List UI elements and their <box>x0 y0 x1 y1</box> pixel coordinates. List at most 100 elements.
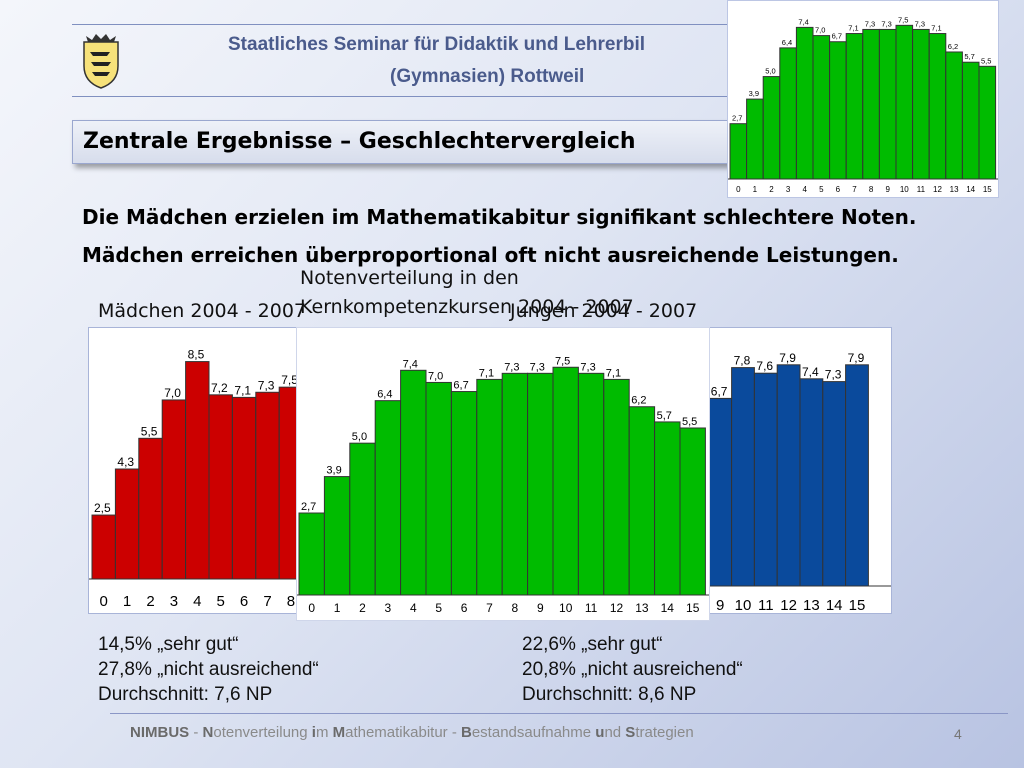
girls-value-label: 5,5 <box>141 424 158 438</box>
boys-tick-label: 9 <box>716 597 724 613</box>
boys-value-label: 6,7 <box>711 384 728 398</box>
footer-segment: u <box>595 724 605 741</box>
girls-tick-label: 4 <box>193 593 201 610</box>
boys-value-label: 7,9 <box>848 351 865 365</box>
footer-segment: B <box>461 724 472 741</box>
boys-tick-label: 10 <box>735 597 752 613</box>
footer-segment: M <box>332 724 346 741</box>
all-large-tick-label: 5 <box>435 601 442 615</box>
boys-bar-9 <box>708 397 733 587</box>
girls-stats: 14,5% „sehr gut“ 27,8% „nicht ausreichen… <box>98 632 319 707</box>
girls-bar-7 <box>255 391 280 580</box>
girls-value-label: 2,5 <box>94 501 111 515</box>
all-small-bar-11 <box>912 28 930 180</box>
all-small-bar-15 <box>978 65 997 180</box>
boys-bar-13 <box>799 378 824 587</box>
all-large-value-label: 2,7 <box>301 501 316 513</box>
boys-bar-15 <box>845 364 869 587</box>
all-large-value-label: 6,7 <box>453 380 468 392</box>
all-small-bar-2 <box>762 76 781 180</box>
girls-value-label: 7,1 <box>234 383 251 397</box>
all-small-value-label: 7,4 <box>798 17 808 26</box>
boys-stats: 22,6% „sehr gut“ 20,8% „nicht ausreichen… <box>522 632 743 707</box>
all-small-bar-10 <box>895 24 914 180</box>
all-large-bar-9 <box>527 372 554 596</box>
boys-tick-label: 12 <box>780 597 797 613</box>
girls-chart-panel: 2,5 0 4,3 1 5,5 2 7,0 3 8,5 4 7,2 5 7,1 6 7,3 7 7,5 8 <box>88 327 300 614</box>
all-small-value-label: 6,4 <box>782 38 792 47</box>
footer-segment: i <box>311 724 316 741</box>
all-large-value-label: 7,1 <box>606 367 621 379</box>
girls-stat-average: Durchschnitt: 7,6 NP <box>98 684 273 705</box>
all-large-tick-label: 3 <box>385 601 392 615</box>
all-large-bar-1 <box>323 476 351 596</box>
all-small-tick-label: 6 <box>836 185 841 194</box>
all-large-bar-3 <box>374 400 402 596</box>
overlay-chart-title-line2: Kernkompetenzkursen 2004 - 2007 <box>300 296 634 318</box>
footer-segment: estandsaufnahme <box>471 724 596 741</box>
all-small-tick-label: 9 <box>885 185 890 194</box>
girls-tick-label: 2 <box>146 593 154 610</box>
all-large-tick-label: 11 <box>585 601 598 615</box>
boys-value-label: 7,3 <box>825 368 842 382</box>
all-large-value-label: 5,7 <box>657 410 672 422</box>
all-large-value-label: 7,3 <box>504 361 519 373</box>
all-small-value-label: 6,7 <box>832 32 842 41</box>
header-title: Staatliches Seminar für Didaktik und Leh… <box>228 34 646 55</box>
footer-segment: athematikabitur - <box>345 724 461 741</box>
header-subtitle: (Gymnasien) Rottweil <box>390 66 585 87</box>
overall-chart-thumbnail-panel: 2,7 0 3,9 1 5,0 2 6,4 3 7,4 4 7,0 5 6,7 6 7,1 7 7,3 8 7,3 9… <box>727 0 999 198</box>
girls-tick-label: 6 <box>240 593 248 610</box>
all-large-tick-label: 7 <box>486 601 493 615</box>
girls-value-label: 8,5 <box>188 348 205 362</box>
all-small-value-label: 7,1 <box>931 24 941 33</box>
girls-value-label: 7,5 <box>281 373 298 387</box>
all-large-bar-13 <box>628 406 656 596</box>
all-large-bar-6 <box>450 391 478 596</box>
boys-bar-10 <box>731 367 755 587</box>
all-small-bar-0 <box>729 123 748 180</box>
boys-tick-label: 15 <box>849 597 866 613</box>
all-small-value-label: 5,5 <box>981 56 991 65</box>
all-large-value-label: 7,3 <box>530 361 545 373</box>
footer-segment: - <box>189 724 203 741</box>
footer-line <box>110 713 1008 714</box>
all-small-tick-label: 4 <box>802 185 807 194</box>
all-small-tick-label: 5 <box>819 185 824 194</box>
all-small-bar-7 <box>845 33 864 180</box>
all-small-bar-6 <box>829 41 847 180</box>
all-small-bar-5 <box>812 35 831 180</box>
label-boys: Jungen 2004 - 2007 <box>510 300 698 322</box>
overall-chart-panel: 2,7 0 3,9 1 5,0 2 6,4 3 7,4 4 7,0 5 6,7 6 7,1 7 7,3 8 7,3 9… <box>296 327 710 621</box>
all-small-tick-label: 14 <box>966 185 975 194</box>
girls-bar-5 <box>208 394 233 580</box>
all-large-value-label: 5,5 <box>682 416 697 428</box>
footer-segment: N <box>202 724 214 741</box>
boys-value-label: 7,6 <box>756 359 773 373</box>
all-small-tick-label: 2 <box>769 185 774 194</box>
all-large-tick-label: 8 <box>512 601 519 615</box>
girls-tick-label: 1 <box>123 593 131 610</box>
all-small-bar-4 <box>795 26 814 180</box>
all-small-value-label: 5,0 <box>765 67 775 76</box>
footer-text: NIMBUS - Notenverteilung im Mathematikab… <box>130 724 694 741</box>
all-large-tick-label: 12 <box>610 601 624 615</box>
all-large-value-label: 5,0 <box>352 431 367 443</box>
all-large-tick-label: 1 <box>334 601 341 615</box>
footer-segment: otenverteilung <box>213 724 312 741</box>
boys-bar-11 <box>753 372 778 587</box>
girls-stat-nicht-ausreichend: 27,8% „nicht ausreichend“ <box>98 659 319 680</box>
all-large-bar-14 <box>654 421 681 596</box>
slide-heading-banner: Zentrale Ergebnisse – Geschlechtervergle… <box>72 120 736 164</box>
all-small-bar-1 <box>746 98 764 180</box>
all-small-bar-9 <box>878 28 897 180</box>
girls-tick-label: 5 <box>217 593 225 610</box>
all-large-tick-label: 6 <box>461 601 468 615</box>
girls-value-label: 7,0 <box>164 386 181 400</box>
boys-stat-sehr-gut: 22,6% „sehr gut“ <box>522 634 663 655</box>
all-small-value-label: 2,7 <box>732 114 742 123</box>
girls-bar-6 <box>231 396 257 580</box>
all-small-tick-label: 15 <box>983 185 992 194</box>
